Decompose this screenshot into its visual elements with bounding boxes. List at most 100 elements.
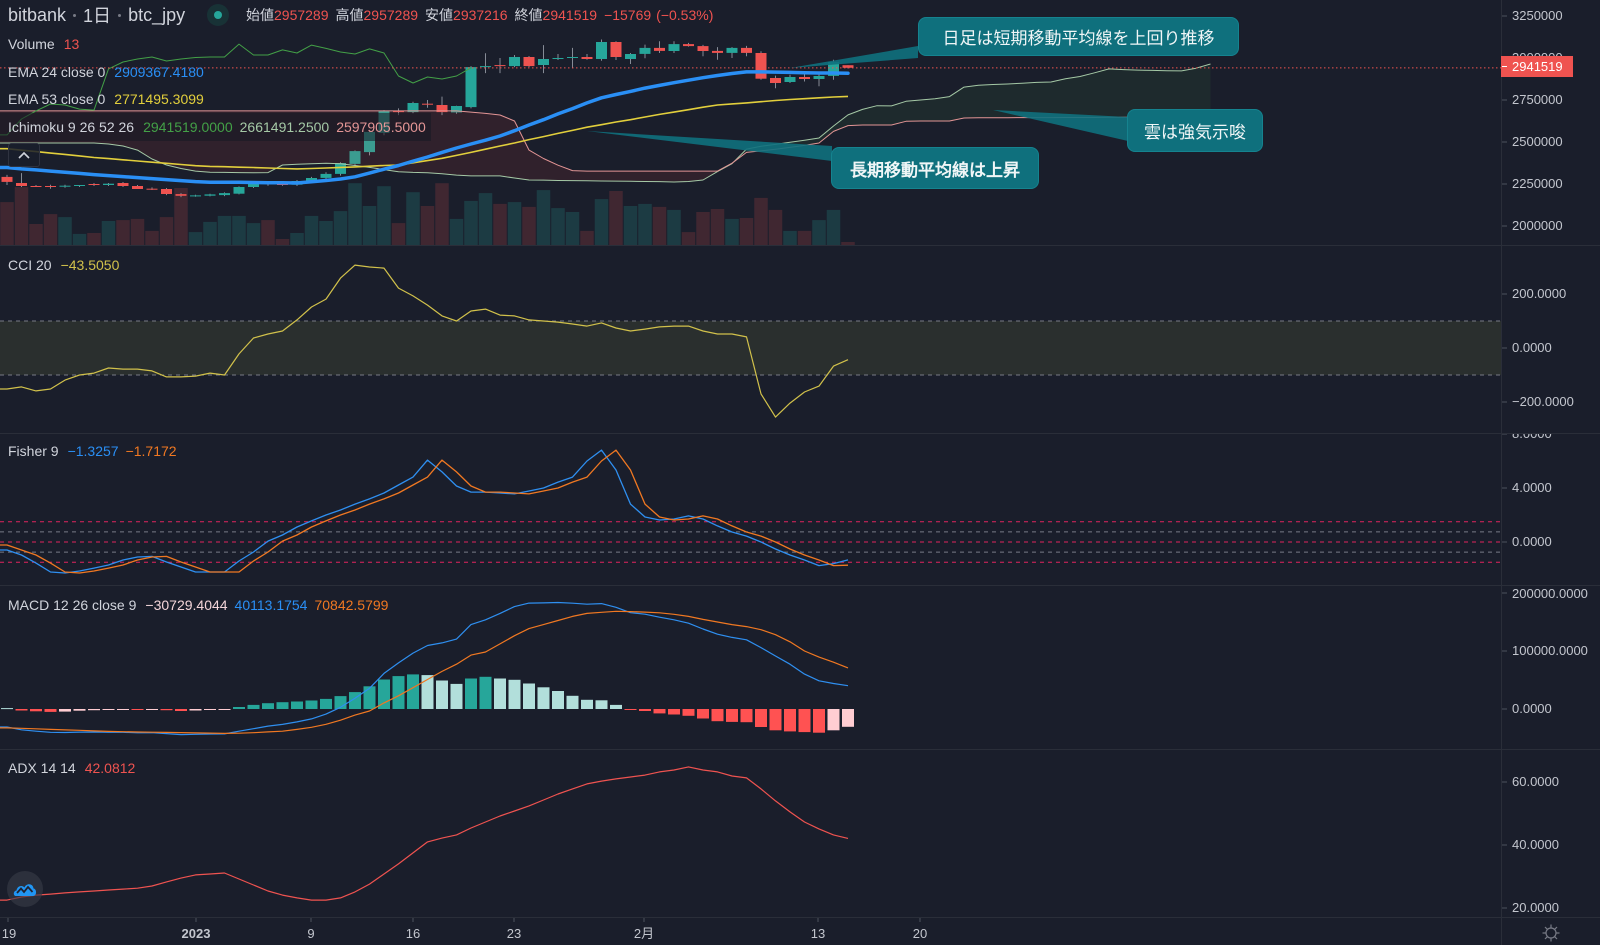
legend-adx[interactable]: ADX 14 14 42.0812 [8,759,135,777]
volume-bar [536,190,551,245]
legend-label: Fisher 9 [8,443,59,459]
legend-label: EMA 53 close 0 [8,91,106,107]
ema24-line [0,70,850,185]
gear-icon[interactable] [1541,923,1561,943]
price-axis-main[interactable]: 3250000 3000000 2750000 2500000 2250000 … [1502,0,1600,245]
legend-ema24[interactable]: EMA 24 close 0 2909367.4180 [8,63,204,81]
macd-histogram-bar [740,709,753,723]
candle [146,187,158,190]
legend-value: 42.0812 [84,760,136,776]
candle [161,188,172,196]
legend-value: 13 [63,36,80,52]
volume-bar [58,217,72,245]
candle [712,47,723,60]
volume-bar [841,242,855,245]
candle [813,72,825,87]
volume-bar [72,233,87,245]
macd-histogram-bar [842,709,854,727]
tradingview-logo-button[interactable] [7,871,43,907]
price-axis-macd[interactable]: 200000.0000 100000.0000 0.0000 [1502,586,1600,749]
candle [103,183,114,186]
price-axis-fisher[interactable]: 8.0000 4.0000 0.0000 [1502,434,1600,585]
macd-histogram-bar [726,709,738,722]
legend-fisher[interactable]: Fisher 9 −1.3257 −1.7172 [8,442,177,460]
time-tick-label: 2023 [181,926,211,941]
legend-value-lagging: 2941519.0000 [143,119,233,135]
candle [204,193,216,197]
volume-bar [275,239,290,245]
annotation-pointer[interactable] [993,110,1128,141]
time-axis[interactable]: 19 2023 9 16 23 2月 13 20 [0,918,1501,945]
price-tick-label: 100000.0000 [1512,643,1588,658]
annotation-pointer[interactable] [790,46,918,68]
candle [88,183,100,186]
fisher-pane[interactable] [0,449,1501,574]
price-axis-cci[interactable]: 200.0000 0.0000 −200.0000 [1502,246,1600,433]
volume-bar [362,206,377,245]
volume-bar [696,212,710,245]
macd-histogram-bar [117,709,129,710]
macd-histogram-bar [450,683,463,709]
cci-pane[interactable] [0,264,1501,418]
cci-band [0,321,1501,375]
volume-bar [246,223,261,245]
legend-cci[interactable]: CCI 20 −43.5050 [8,256,119,274]
volume-bar [217,215,232,245]
legend-ema53[interactable]: EMA 53 close 0 2771495.3099 [8,90,204,108]
candle [552,54,564,60]
price-tick-label: 200000.0000 [1512,586,1588,601]
macd-histogram-bar [218,709,231,710]
change-value: −15769 [604,7,652,23]
macd-histogram-bar [813,709,825,733]
candle [335,162,346,176]
volume-bar [101,221,116,245]
annotation-short-ma[interactable]: 日足は短期移動平均線を上回り推移 [918,17,1239,56]
legend-label: Volume [8,36,55,52]
volume-bar [435,183,449,245]
legend-macd[interactable]: MACD 12 26 close 9 −30729.4044 40113.175… [8,596,388,614]
macd-histogram-bar [15,709,28,711]
candle [190,194,201,197]
legend-volume[interactable]: Volume 13 [8,35,79,53]
collapse-legend-button[interactable] [8,143,40,167]
candle [625,53,636,64]
macd-histogram-bar [769,709,782,731]
annotation-long-ma[interactable]: 長期移動平均線は上昇 [831,147,1039,189]
price-axis-adx[interactable]: 60.0000 40.0000 20.0000 [1502,750,1600,917]
time-tick-label: 9 [307,926,315,941]
volume-bar [725,218,739,245]
current-price-value: 2941519 [1512,59,1563,74]
macd-histogram-bar [363,686,376,709]
legend-value-fisher: −1.3257 [67,443,119,459]
time-tick-label: 19 [1,926,17,941]
separator-dot [73,13,77,17]
adx-pane[interactable] [0,766,849,901]
current-price-label: 2941519 [1501,56,1573,77]
volume-bar [551,208,565,245]
volume-bar [623,206,638,245]
macd-histogram-bar [523,683,535,709]
candle [45,184,56,189]
symbol-title[interactable]: bitbank 1日 btc_jpy [8,4,185,27]
macd-histogram-bar [581,699,593,709]
market-open-icon[interactable] [207,4,229,26]
open-group: 始値 2957289 [246,6,329,24]
macd-histogram-bar [262,703,274,709]
annotation-cloud-bullish[interactable]: 雲は強気示唆 [1127,109,1263,152]
macd-histogram-bar [566,695,579,709]
interval[interactable]: 1日 [83,6,112,26]
legend-value: −43.5050 [60,257,120,273]
candle [610,41,622,60]
main-pane[interactable] [0,39,1501,246]
annotation-pointer[interactable] [587,131,832,161]
macd-histogram-bar [552,691,564,709]
legend-ichimoku[interactable]: Ichimoku 9 26 52 26 2941519.0000 2661491… [0,113,431,141]
candle [523,56,535,68]
macd-histogram-bar [204,709,216,710]
legend-value-macd: 40113.1754 [234,597,308,613]
volume-bar [638,203,652,245]
price-tag-tick [1502,66,1507,67]
macd-pane[interactable] [0,601,854,736]
